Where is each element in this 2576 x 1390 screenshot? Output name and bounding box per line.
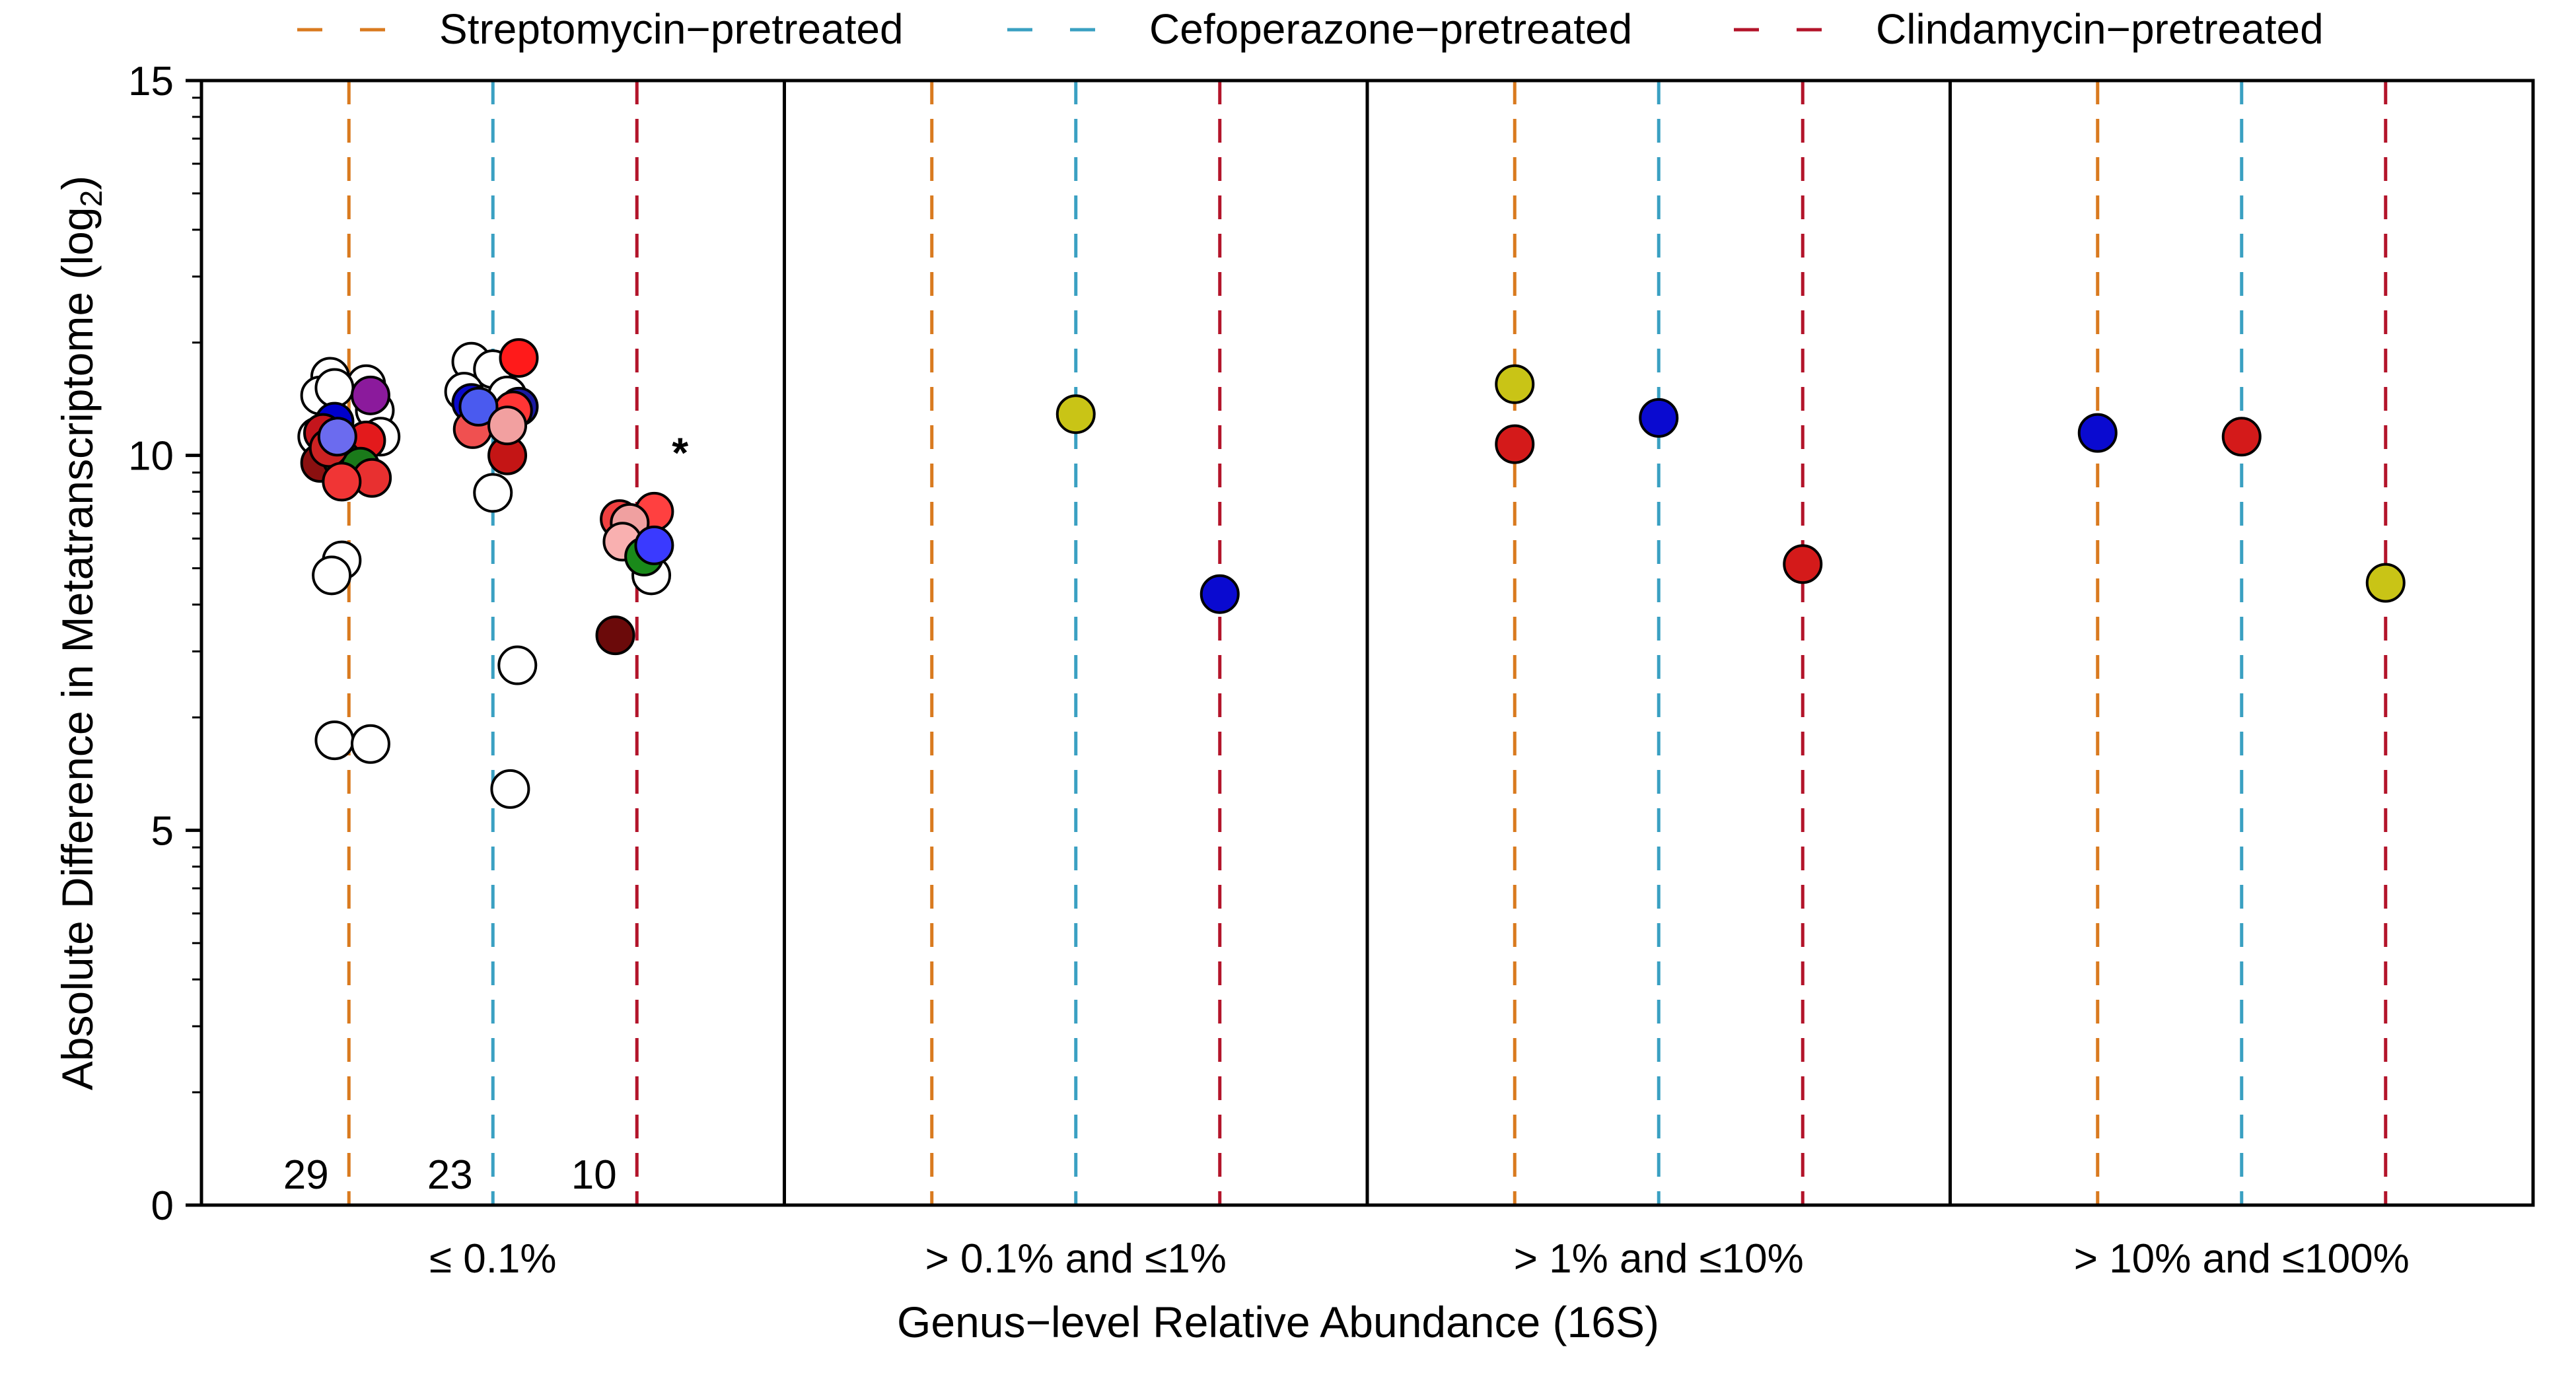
data-point <box>2221 417 2262 457</box>
x-category-label: ≤ 0.1% <box>429 1236 557 1282</box>
series-reference-lines <box>347 81 2388 1205</box>
data-point <box>350 375 390 415</box>
data-point <box>317 417 357 457</box>
data-point <box>487 405 528 446</box>
x-category-label: > 1% and ≤10% <box>1514 1236 1804 1282</box>
data-point <box>2077 413 2118 453</box>
data-point <box>458 386 499 427</box>
data-points <box>297 338 2406 809</box>
data-point <box>1495 364 1535 404</box>
panel-dividers <box>783 81 1952 1205</box>
count-label: 10 <box>571 1152 617 1198</box>
y-axis: 0 5 10 15 <box>128 59 200 1229</box>
data-point <box>499 338 539 378</box>
data-point <box>490 769 530 809</box>
plot-frame <box>199 79 2535 1207</box>
data-point <box>350 724 390 764</box>
data-point <box>473 473 513 513</box>
x-axis-title: Genus−level Relative Abundance (16S) <box>897 1298 1659 1346</box>
count-label: 23 <box>427 1152 473 1198</box>
x-category-label: > 0.1% and ≤1% <box>925 1236 1227 1282</box>
data-point <box>312 555 352 596</box>
data-point <box>1495 424 1535 464</box>
data-point <box>595 615 635 656</box>
x-category-label: > 10% and ≤100% <box>2074 1236 2410 1282</box>
data-point <box>634 525 674 565</box>
y-tick-label: 5 <box>151 808 174 854</box>
annotations: * <box>672 429 688 477</box>
data-point <box>1055 394 1096 434</box>
significance-annotation: * <box>672 429 688 477</box>
count-labels: 29 23 10 <box>283 1152 617 1198</box>
x-axis: ≤ 0.1% > 0.1% and ≤1% > 1% and ≤10% > 10% a… <box>429 1236 2410 1282</box>
data-point <box>2365 563 2406 603</box>
data-point <box>1199 574 1240 614</box>
data-point <box>1783 544 1823 584</box>
data-point <box>322 462 362 502</box>
data-point <box>497 645 538 685</box>
data-point <box>1639 398 1679 438</box>
legend-label: Cefoperazone−pretreated <box>1149 5 1632 53</box>
legend: Streptomycin−pretreated Cefoperazone−pret… <box>297 5 2324 53</box>
count-label: 29 <box>283 1152 329 1198</box>
legend-label: Streptomycin−pretreated <box>439 5 904 53</box>
y-tick-label: 15 <box>128 59 174 104</box>
y-tick-label: 10 <box>128 434 174 479</box>
data-point <box>314 368 355 408</box>
y-axis-title: Absolute Difference in Metatranscriptome… <box>53 176 108 1090</box>
y-tick-label: 0 <box>151 1183 174 1229</box>
legend-label: Clindamycin−pretreated <box>1876 5 2324 53</box>
data-point <box>314 720 355 761</box>
